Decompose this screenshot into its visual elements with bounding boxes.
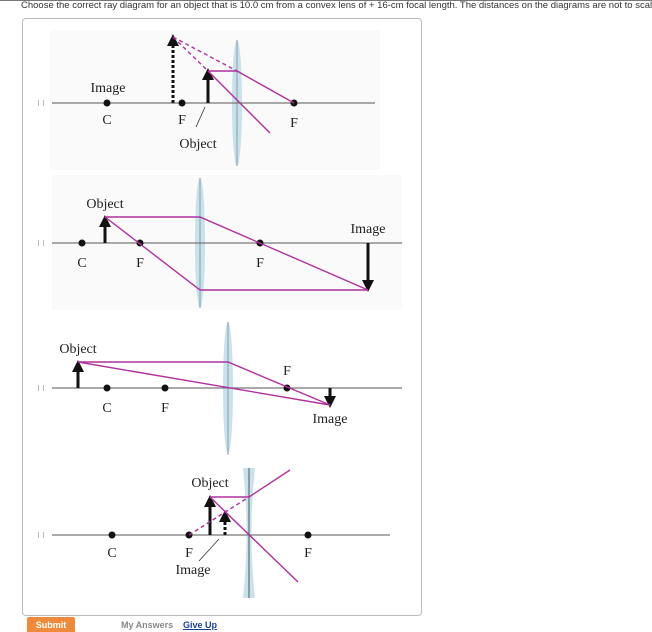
top-divider [0, 0, 652, 1]
f-label: F [178, 113, 186, 128]
diagram-option-4[interactable]: Object C F F Image [52, 468, 390, 598]
object-label: Object [59, 342, 96, 357]
c-point [108, 531, 116, 539]
ray [105, 216, 369, 291]
diagram-option-1[interactable]: Image C F F Object [50, 30, 380, 170]
virtual-ray [188, 496, 250, 536]
object-label: Object [86, 197, 123, 212]
option-1-radio[interactable] [38, 100, 44, 106]
give-up-link[interactable]: Give Up [183, 620, 218, 630]
object-label: Object [179, 137, 216, 152]
c-label: C [107, 546, 116, 561]
submit-button[interactable]: Submit [27, 617, 75, 632]
c-point [78, 239, 86, 247]
f-label: F [256, 256, 264, 271]
c-point [103, 99, 111, 107]
ray [209, 496, 299, 583]
f-label: F [161, 401, 169, 416]
diagram-option-2[interactable]: Object C F F Image [52, 175, 402, 310]
ray [104, 216, 368, 291]
option-2-radio[interactable] [38, 240, 44, 246]
c-label: C [102, 401, 111, 416]
c-point [103, 384, 111, 392]
image-label: Image [176, 563, 211, 578]
answer-options-box [22, 18, 422, 616]
f-point [161, 384, 169, 392]
diagram-option-3[interactable]: Object C F F Image [52, 322, 402, 455]
f-point [304, 531, 312, 539]
option-4-radio[interactable] [38, 532, 44, 538]
f-point [178, 99, 186, 107]
option-3-radio[interactable] [38, 385, 44, 391]
virtual-ray [172, 36, 209, 72]
ray [207, 70, 271, 134]
ray [77, 361, 331, 406]
f-label: F [304, 546, 312, 561]
image-label: Image [91, 81, 126, 96]
question-text: Choose the correct ray diagram for an ob… [21, 0, 652, 11]
image-label: Image [313, 412, 348, 427]
image-label: Image [351, 222, 386, 237]
f-label: F [185, 546, 193, 561]
ray [78, 361, 331, 406]
c-label: C [102, 113, 111, 128]
c-label: C [77, 256, 86, 271]
object-label: Object [191, 476, 228, 491]
f-label: F [290, 116, 298, 131]
my-answers-link[interactable]: My Answers [121, 620, 174, 630]
virtual-ray [172, 36, 238, 72]
f-label: F [283, 364, 291, 379]
f-label: F [136, 256, 144, 271]
